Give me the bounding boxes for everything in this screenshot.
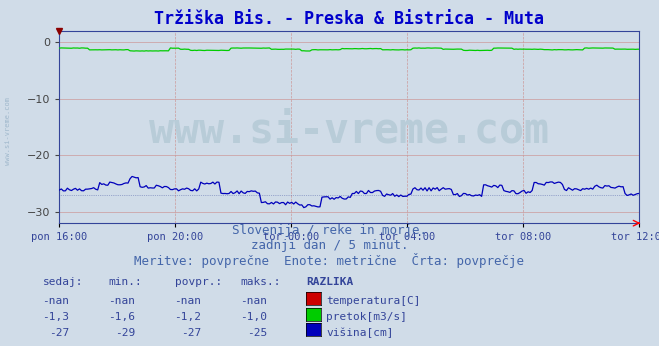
Text: -27: -27: [49, 328, 69, 338]
Text: -1,0: -1,0: [240, 312, 267, 322]
Text: povpr.:: povpr.:: [175, 277, 222, 288]
Text: -1,3: -1,3: [42, 312, 69, 322]
Text: Meritve: povprečne  Enote: metrične  Črta: povprečje: Meritve: povprečne Enote: metrične Črta:…: [134, 253, 525, 268]
Text: -27: -27: [181, 328, 201, 338]
Text: -25: -25: [246, 328, 267, 338]
Title: Tržiška Bis. - Preska & Bistrica - Muta: Tržiška Bis. - Preska & Bistrica - Muta: [154, 10, 544, 28]
Text: -29: -29: [115, 328, 135, 338]
Text: temperatura[C]: temperatura[C]: [326, 297, 420, 307]
Text: maks.:: maks.:: [241, 277, 281, 288]
Text: www.si-vreme.com: www.si-vreme.com: [5, 98, 11, 165]
Text: višina[cm]: višina[cm]: [326, 327, 393, 338]
Text: zadnji dan / 5 minut.: zadnji dan / 5 minut.: [251, 239, 408, 252]
Text: -1,6: -1,6: [108, 312, 135, 322]
Text: min.:: min.:: [109, 277, 142, 288]
Text: -1,2: -1,2: [174, 312, 201, 322]
Text: sedaj:: sedaj:: [43, 277, 83, 288]
Text: -nan: -nan: [240, 297, 267, 307]
Text: RAZLIKA: RAZLIKA: [306, 277, 354, 288]
Text: -nan: -nan: [42, 297, 69, 307]
Text: -nan: -nan: [174, 297, 201, 307]
Text: pretok[m3/s]: pretok[m3/s]: [326, 312, 407, 322]
Text: www.si-vreme.com: www.si-vreme.com: [150, 110, 549, 152]
Text: Slovenija / reke in morje.: Slovenija / reke in morje.: [232, 224, 427, 237]
Text: -nan: -nan: [108, 297, 135, 307]
